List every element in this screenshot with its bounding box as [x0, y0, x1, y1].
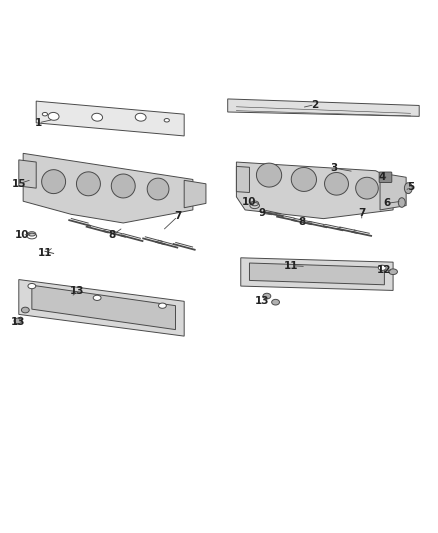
Text: 9: 9: [259, 208, 266, 219]
Polygon shape: [237, 162, 393, 219]
Ellipse shape: [21, 307, 29, 313]
Ellipse shape: [291, 167, 317, 191]
FancyBboxPatch shape: [379, 172, 392, 182]
Ellipse shape: [147, 178, 169, 200]
Ellipse shape: [77, 172, 100, 196]
Ellipse shape: [28, 232, 36, 236]
Polygon shape: [23, 154, 193, 223]
Ellipse shape: [272, 300, 279, 305]
Text: 1: 1: [35, 118, 42, 128]
Text: 13: 13: [255, 296, 270, 306]
Text: 7: 7: [358, 208, 365, 219]
Ellipse shape: [92, 114, 102, 121]
Text: 8: 8: [298, 217, 305, 227]
Text: 13: 13: [71, 286, 85, 296]
Polygon shape: [19, 160, 36, 188]
Text: 12: 12: [377, 265, 392, 275]
Text: 11: 11: [38, 248, 52, 259]
Text: 5: 5: [407, 182, 414, 192]
Ellipse shape: [404, 183, 412, 193]
Ellipse shape: [398, 198, 405, 207]
Text: 3: 3: [331, 163, 338, 173]
Ellipse shape: [93, 295, 101, 301]
Text: 7: 7: [174, 212, 181, 221]
Polygon shape: [241, 258, 393, 290]
Polygon shape: [19, 279, 184, 336]
Ellipse shape: [251, 201, 258, 206]
Text: 8: 8: [109, 230, 116, 240]
Ellipse shape: [263, 293, 271, 299]
Text: 15: 15: [11, 179, 26, 189]
Text: 4: 4: [378, 172, 386, 182]
Ellipse shape: [111, 174, 135, 198]
Polygon shape: [250, 263, 385, 285]
Ellipse shape: [14, 318, 22, 324]
Polygon shape: [237, 166, 250, 192]
Text: 10: 10: [242, 197, 257, 207]
Ellipse shape: [378, 265, 386, 270]
Text: 13: 13: [11, 317, 25, 327]
Ellipse shape: [42, 169, 66, 193]
Polygon shape: [32, 285, 176, 329]
Ellipse shape: [164, 118, 170, 122]
Ellipse shape: [256, 163, 282, 187]
Ellipse shape: [325, 173, 349, 195]
Text: 10: 10: [15, 230, 29, 240]
Ellipse shape: [389, 269, 397, 274]
Ellipse shape: [48, 112, 59, 120]
Text: 2: 2: [311, 100, 318, 110]
Ellipse shape: [356, 177, 378, 199]
Polygon shape: [36, 101, 184, 136]
Ellipse shape: [135, 114, 146, 121]
Text: 6: 6: [383, 198, 390, 208]
Polygon shape: [380, 173, 406, 210]
Ellipse shape: [159, 303, 166, 308]
Text: 11: 11: [283, 261, 298, 271]
Ellipse shape: [28, 284, 36, 289]
Polygon shape: [228, 99, 419, 116]
Ellipse shape: [42, 112, 47, 116]
Polygon shape: [184, 180, 206, 208]
